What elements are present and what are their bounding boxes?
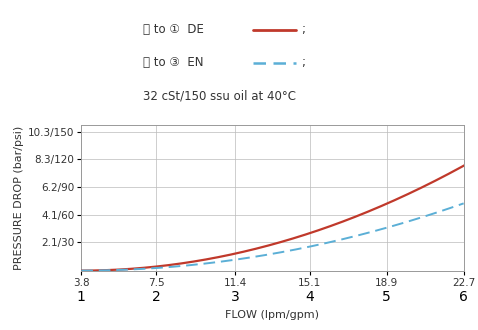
Text: ;: ;	[301, 23, 305, 36]
Text: Ⓐ to ①  DE: Ⓐ to ① DE	[143, 23, 208, 36]
Y-axis label: PRESSURE DROP (bar/psi): PRESSURE DROP (bar/psi)	[14, 126, 24, 270]
X-axis label: FLOW (lpm/gpm): FLOW (lpm/gpm)	[226, 310, 319, 320]
Text: Ⓐ to ③  EN: Ⓐ to ③ EN	[143, 56, 207, 69]
Text: 32 cSt/150 ssu oil at 40°C: 32 cSt/150 ssu oil at 40°C	[143, 89, 296, 102]
Text: ;: ;	[301, 56, 305, 69]
